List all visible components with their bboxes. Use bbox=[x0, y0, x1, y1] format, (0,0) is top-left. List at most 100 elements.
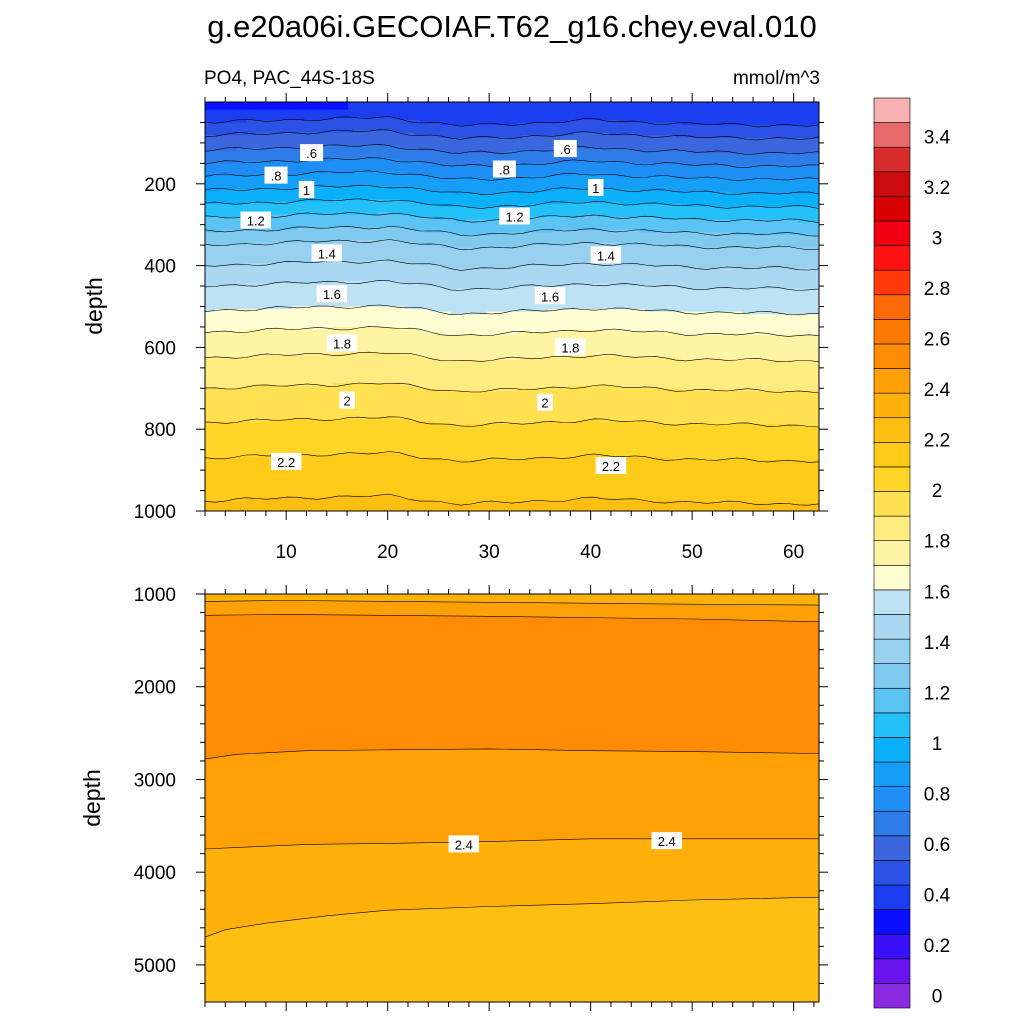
upper-field-cell bbox=[338, 199, 344, 203]
upper-field-cell bbox=[281, 352, 288, 356]
upper-field-cell bbox=[358, 388, 365, 392]
upper-field-cell bbox=[317, 234, 324, 239]
upper-field-cell bbox=[307, 426, 314, 430]
upper-field-cell bbox=[327, 102, 334, 106]
upper-field-cell bbox=[343, 125, 349, 129]
upper-field-cell bbox=[307, 367, 314, 372]
upper-field-cell bbox=[348, 372, 354, 377]
upper-field-cell bbox=[220, 401, 227, 405]
upper-field-cell bbox=[215, 454, 221, 458]
upper-field-cell bbox=[332, 234, 339, 239]
upper-field-cell bbox=[353, 370, 360, 374]
upper-field-cell bbox=[338, 332, 344, 336]
upper-field-cell bbox=[256, 194, 262, 198]
upper-field-cell bbox=[276, 411, 283, 415]
upper-field-cell bbox=[338, 416, 344, 420]
upper-field-cell bbox=[225, 265, 232, 269]
upper-field-cell bbox=[332, 349, 339, 354]
upper-field-cell bbox=[240, 321, 247, 325]
upper-field-cell bbox=[312, 122, 319, 126]
upper-field-cell bbox=[358, 309, 365, 313]
upper-field-cell bbox=[256, 487, 262, 492]
upper-field-cell bbox=[215, 470, 221, 474]
upper-field-cell bbox=[266, 142, 273, 147]
upper-field-cell bbox=[317, 480, 324, 484]
upper-field-cell bbox=[312, 102, 319, 106]
upper-field-cell bbox=[291, 360, 298, 364]
upper-field-cell bbox=[230, 314, 237, 318]
upper-field-cell bbox=[327, 303, 334, 308]
upper-field-cell bbox=[240, 109, 247, 113]
upper-field-cell bbox=[297, 140, 303, 144]
upper-field-cell bbox=[225, 431, 232, 435]
upper-field-cell bbox=[240, 326, 247, 331]
upper-field-cell bbox=[302, 457, 308, 461]
upper-field-cell bbox=[276, 217, 283, 221]
upper-field-cell bbox=[343, 439, 349, 443]
upper-field-cell bbox=[322, 332, 329, 336]
upper-field-cell bbox=[240, 365, 247, 369]
upper-field-cell bbox=[240, 421, 247, 425]
upper-field-cell bbox=[353, 309, 360, 313]
upper-field-cell bbox=[317, 232, 324, 236]
upper-field-cell bbox=[235, 370, 242, 374]
upper-field-cell bbox=[256, 296, 262, 300]
upper-field-cell bbox=[286, 342, 293, 346]
upper-field-cell bbox=[271, 148, 278, 152]
upper-field-cell bbox=[281, 209, 288, 213]
upper-field-cell bbox=[271, 398, 278, 402]
upper-field-cell bbox=[281, 160, 288, 164]
upper-field-cell bbox=[230, 240, 237, 244]
upper-field-cell bbox=[286, 132, 293, 136]
upper-field-cell bbox=[276, 163, 283, 167]
upper-field-cell bbox=[312, 436, 319, 441]
upper-field-cell bbox=[205, 319, 211, 323]
upper-field-cell bbox=[235, 314, 242, 318]
upper-field-cell bbox=[230, 245, 237, 249]
upper-field-cell bbox=[353, 229, 360, 233]
upper-field-cell bbox=[276, 268, 283, 272]
upper-field-cell bbox=[245, 508, 252, 511]
upper-field-cell bbox=[261, 286, 267, 290]
upper-field-cell bbox=[302, 140, 308, 144]
upper-field-cell bbox=[215, 380, 221, 384]
upper-field-cell bbox=[215, 449, 221, 453]
upper-field-cell bbox=[276, 314, 283, 318]
upper-field-cell bbox=[286, 493, 293, 497]
upper-field-cell bbox=[338, 135, 344, 139]
upper-field-cell bbox=[281, 365, 288, 369]
upper-field-cell bbox=[230, 155, 237, 159]
upper-field-cell bbox=[245, 158, 252, 162]
upper-field-cell bbox=[245, 245, 252, 249]
upper-field-cell bbox=[215, 194, 221, 198]
upper-field-cell bbox=[261, 250, 267, 254]
upper-field-cell bbox=[281, 326, 288, 331]
upper-field-cell bbox=[291, 390, 298, 395]
upper-field-cell bbox=[286, 270, 293, 274]
upper-field-cell bbox=[266, 314, 273, 318]
upper-field-cell bbox=[266, 342, 273, 346]
upper-field-cell bbox=[281, 283, 288, 287]
upper-field-cell bbox=[276, 408, 283, 412]
upper-field-cell bbox=[353, 449, 360, 453]
upper-field-cell bbox=[235, 237, 242, 241]
upper-field-cell bbox=[271, 375, 278, 379]
upper-field-cell bbox=[302, 245, 308, 249]
upper-field-cell bbox=[353, 280, 360, 285]
upper-field-cell bbox=[332, 503, 339, 507]
upper-field-cell bbox=[281, 424, 288, 428]
upper-field-cell bbox=[322, 107, 329, 111]
upper-field-cell bbox=[225, 398, 232, 402]
upper-field-cell bbox=[286, 490, 293, 494]
upper-field-cell bbox=[343, 378, 349, 382]
upper-field-cell bbox=[235, 449, 242, 453]
upper-field-cell bbox=[256, 140, 262, 144]
upper-field-cell bbox=[266, 250, 273, 254]
upper-field-cell bbox=[240, 454, 247, 458]
upper-field-cell bbox=[240, 296, 247, 300]
upper-field-cell bbox=[245, 362, 252, 366]
upper-field-cell bbox=[343, 109, 349, 113]
upper-field-cell bbox=[302, 480, 308, 484]
upper-field-cell bbox=[266, 191, 273, 195]
upper-field-cell bbox=[338, 140, 344, 144]
